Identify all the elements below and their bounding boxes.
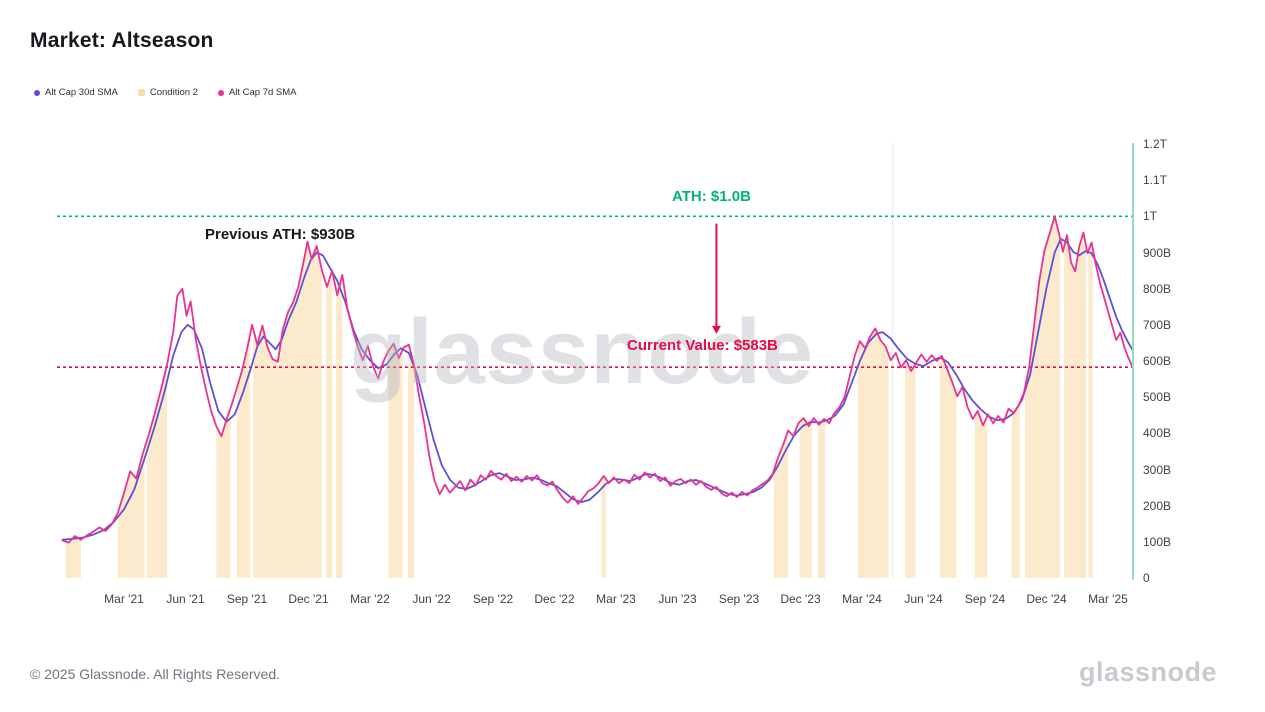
x-tick-label: Jun '22	[412, 592, 451, 606]
previous-ath-annotation: Previous ATH: $930B	[205, 226, 356, 243]
x-tick-label: Mar '24	[842, 592, 882, 606]
x-tick-label: Sep '23	[718, 592, 760, 606]
condition-band	[857, 328, 889, 578]
legend-item-condition-2[interactable]: Condition 2	[137, 87, 198, 98]
condition-band	[146, 364, 168, 578]
y-tick-label: 800B	[1143, 281, 1172, 296]
x-tick-label: Mar '25	[1088, 592, 1128, 606]
ath-annotation: ATH: $1.0B	[672, 188, 751, 205]
x-tick-label: Sep '21	[226, 592, 268, 606]
condition-band	[939, 355, 957, 578]
y-tick-label: 0	[1143, 571, 1150, 585]
x-tick-label: Jun '23	[658, 592, 697, 606]
condition-band	[236, 334, 251, 578]
y-tick-label: 900B	[1143, 245, 1172, 260]
legend-item-alt-cap-7d-sma[interactable]: Alt Cap 7d SMA	[217, 87, 297, 98]
y-tick-label: 1.2T	[1143, 137, 1168, 151]
legend-label-condition-2: Condition 2	[149, 87, 198, 98]
alt-cap-30d-sma-marker-icon	[34, 89, 40, 96]
condition-band	[1025, 216, 1060, 579]
glassnode-logo: glassnode	[1078, 657, 1217, 687]
x-tick-label: Sep '22	[472, 592, 514, 606]
x-axis-labels: Mar '21 Jun '21 Sep '21 Dec '21 Mar '22 Jun '…	[0, 592, 1265, 610]
x-tick-label: Mar '23	[596, 592, 636, 606]
y-tick-label: 100B	[1143, 534, 1172, 549]
condition-band	[407, 344, 415, 578]
y-tick-label: 1.1T	[1143, 173, 1168, 188]
condition-band	[65, 536, 81, 578]
annotation-arrow-head-icon	[711, 325, 721, 334]
condition-band	[773, 430, 789, 578]
condition-2-marker-icon	[137, 89, 145, 96]
condition-band	[1088, 242, 1093, 578]
condition-band	[1011, 402, 1020, 578]
condition-band	[817, 418, 826, 578]
legend-item-alt-cap-30d-sma[interactable]: Alt Cap 30d SMA	[34, 87, 118, 98]
page-title: Market: Altseason	[30, 29, 214, 52]
y-tick-label: 1T	[1143, 209, 1158, 224]
current-value-annotation: Current Value: $583B	[627, 337, 778, 354]
x-tick-label: Dec '21	[288, 592, 329, 606]
legend-label-alt-cap-7d-sma: Alt Cap 7d SMA	[228, 87, 297, 98]
x-tick-label: Sep '24	[964, 592, 1006, 606]
y-tick-label: 300B	[1143, 462, 1172, 477]
y-tick-label: 400B	[1143, 426, 1172, 441]
condition-band	[336, 274, 343, 578]
y-tick-label: 600B	[1143, 354, 1172, 368]
y-tick-label: 700B	[1143, 317, 1172, 332]
x-tick-label: Dec '22	[534, 592, 575, 606]
x-tick-label: Dec '24	[1026, 592, 1067, 606]
x-tick-label: Dec '23	[780, 592, 821, 606]
x-tick-label: Jun '21	[166, 592, 205, 606]
condition-band	[601, 476, 606, 578]
chart-legend: Alt Cap 30d SMA Condition 2 Alt Cap 7d S…	[34, 87, 297, 98]
condition-band	[799, 418, 812, 578]
series-line-alt-cap-7d-sma	[61, 215, 1134, 544]
x-tick-label: Mar '22	[350, 592, 390, 606]
condition-band	[216, 408, 231, 578]
legend-label-alt-cap-30d-sma: Alt Cap 30d SMA	[45, 87, 118, 98]
alt-cap-7d-sma-marker-icon	[217, 89, 224, 96]
footer-copyright: © 2025 Glassnode. All Rights Reserved.	[30, 666, 281, 682]
x-tick-label: Jun '24	[904, 592, 943, 606]
x-tick-label: Mar '21	[104, 592, 144, 606]
condition-band	[1063, 232, 1087, 578]
y-tick-label: 200B	[1143, 498, 1172, 513]
condition-band	[974, 410, 988, 578]
condition-band	[325, 270, 333, 578]
y-axis-labels: 0 100B 200B 300B 400B 500B 600B 700B 800B 900B 1T 1…	[1143, 0, 1203, 712]
y-tick-label: 500B	[1143, 390, 1172, 405]
condition-band	[388, 343, 403, 578]
condition-band	[253, 241, 322, 578]
condition-band	[905, 360, 916, 578]
